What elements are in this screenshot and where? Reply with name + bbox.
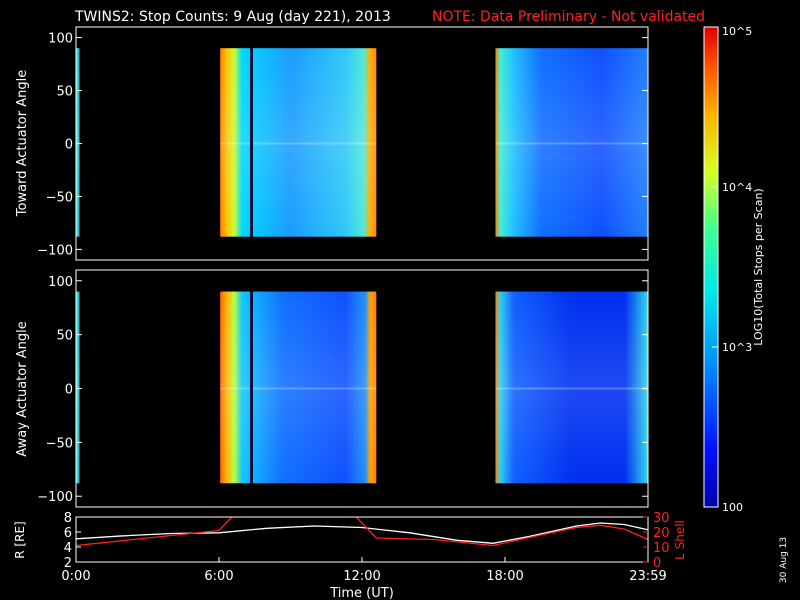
y-tick-label: 100 <box>48 32 73 47</box>
lshell-line <box>76 517 648 547</box>
heatmap-block-shade <box>220 291 377 484</box>
y-tick-label: −50 <box>46 436 73 451</box>
y-tick-label: 50 <box>56 329 73 344</box>
y-tick-label: −100 <box>37 490 73 505</box>
y-tick-label: 0 <box>65 138 73 153</box>
orbit-right-ylabel: L Shell <box>673 520 687 560</box>
panel-away: 100 50 0 −50 −100 Away Actuator Angle <box>15 269 649 508</box>
orbit-right-tick-label: 20 <box>653 526 670 541</box>
panel-toward-ylabel: Toward Actuator Angle <box>15 70 30 217</box>
heatmap-block-shade <box>495 291 648 484</box>
panel-away-yticks: 100 50 0 −50 −100 <box>37 275 648 505</box>
orbit-right-tick-label: 0 <box>653 556 661 571</box>
panel-away-ylabel: Away Actuator Angle <box>15 321 30 456</box>
colorbar-frame <box>703 26 719 508</box>
panel-away-blocks <box>76 291 648 484</box>
orbit-right-tick-label: 30 <box>653 511 670 526</box>
colorbar-gradient <box>704 27 718 507</box>
panel-toward-yticks: 100 50 0 −50 −100 <box>37 32 648 258</box>
y-tick-label: 0 <box>65 383 73 398</box>
colorbar-tick-label: 10^4 <box>722 181 752 194</box>
data-gap-stripe <box>249 291 253 484</box>
data-gap-stripe <box>249 48 253 237</box>
orbit-lines <box>76 517 648 547</box>
x-tick-label: 0:00 <box>61 569 90 584</box>
colorbar-tick-label: 100 <box>722 501 743 514</box>
x-tick-label: 6:00 <box>204 569 233 584</box>
x-tick-label: 12:00 <box>343 569 380 584</box>
chart-title: TWINS2: Stop Counts: 9 Aug (day 221), 20… <box>74 9 391 25</box>
colorbar: 10^5 10^4 10^3 100 LOG10(Total Stops per Sc… <box>703 25 765 514</box>
orbit-left-tick-label: 8 <box>64 511 72 526</box>
orbit-left-ylabel: R [RE] <box>13 521 27 558</box>
heatmap-block-shade <box>220 48 377 237</box>
orbit-left-tick-label: 4 <box>64 541 72 556</box>
heatmap-block-shade <box>76 291 80 484</box>
orbit-xlabel: Time (UT) <box>329 586 394 600</box>
panel-toward: 100 50 0 −50 −100 Toward Actuator Angle <box>15 26 649 261</box>
orbit-x-ticks: 0:00 6:00 12:00 18:00 23:59 <box>61 557 667 584</box>
x-tick-label: 18:00 <box>486 569 523 584</box>
panel-toward-blocks <box>76 48 648 237</box>
heatmap-block-shade <box>495 48 648 237</box>
x-tick-label: 23:59 <box>629 569 666 584</box>
y-tick-label: −100 <box>37 243 73 258</box>
preliminary-note: NOTE: Data Preliminary - Not validated <box>432 9 705 25</box>
y-tick-label: −50 <box>46 190 73 205</box>
footer-date: 30 Aug 13 <box>779 537 789 583</box>
orbit-left-tick-label: 2 <box>64 556 72 571</box>
colorbar-label: LOG10(Total Stops per Scan) <box>752 188 765 345</box>
colorbar-tick-label: 10^5 <box>722 25 752 38</box>
y-tick-label: 100 <box>48 275 73 290</box>
orbit-left-tick-label: 6 <box>64 526 72 541</box>
heatmap-block-shade <box>76 48 80 237</box>
colorbar-tick-label: 10^3 <box>722 341 752 354</box>
colorbar-ticks: 10^5 10^4 10^3 100 <box>712 25 752 514</box>
orbit-right-tick-label: 10 <box>653 541 670 556</box>
y-tick-label: 50 <box>56 85 73 100</box>
orbit-radius-line <box>76 522 648 544</box>
